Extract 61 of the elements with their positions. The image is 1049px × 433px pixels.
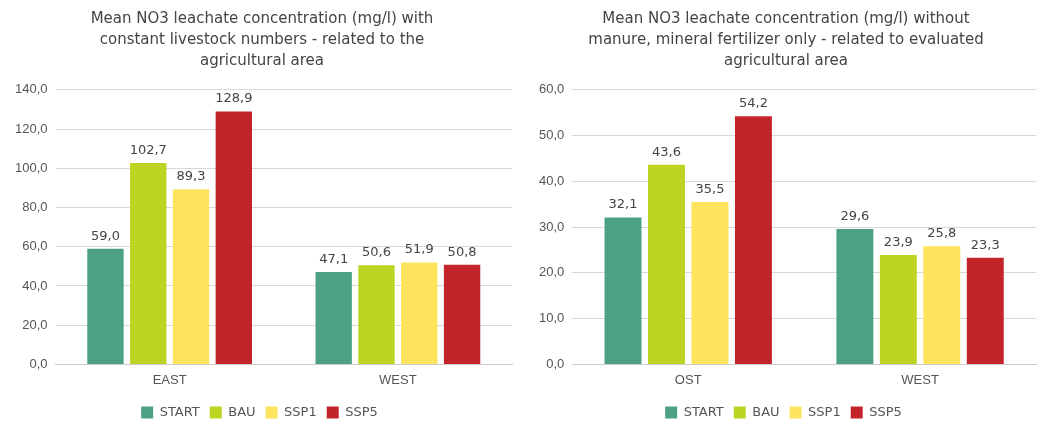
bar [315, 272, 352, 364]
legend-label: SSP5 [345, 403, 378, 419]
bar [87, 248, 124, 364]
y-tick-label: 60,0 [22, 238, 48, 254]
y-tick-label: 0,0 [29, 355, 48, 371]
bar [734, 116, 772, 364]
data-label: 51,9 [404, 241, 434, 257]
data-label: 89,3 [176, 168, 206, 184]
y-tick-label: 100,0 [14, 159, 48, 175]
y-tick-label: 40,0 [22, 277, 48, 293]
legend-label: START [683, 403, 724, 419]
bar [691, 201, 729, 364]
bar [648, 164, 685, 364]
bar [358, 265, 395, 364]
data-label: 50,8 [447, 243, 477, 259]
x-tick-label: WEST [379, 371, 417, 387]
bar [966, 257, 1004, 364]
data-label: 32,1 [608, 196, 638, 212]
legend-label: BAU [228, 403, 256, 419]
data-label: 23,9 [883, 233, 913, 249]
bar [172, 189, 210, 364]
data-label: 54,2 [738, 95, 768, 111]
y-tick-label: 140,0 [14, 81, 48, 97]
bar [130, 162, 167, 364]
data-label: 29,6 [840, 207, 870, 223]
bar [401, 262, 438, 364]
legend-label: START [159, 403, 200, 419]
data-label: 43,6 [652, 143, 681, 159]
chart-title: Mean NO3 leachate concentration (mg/l) with constant livestock numbers - related to the agricultural area [89, 8, 435, 71]
legend-label: SSP1 [284, 403, 317, 419]
y-tick-label: 20,0 [538, 264, 565, 280]
y-tick-label: 30,0 [538, 218, 565, 234]
y-tick-label: 120,0 [14, 120, 48, 136]
bar [879, 255, 917, 364]
y-tick-label: 60,0 [538, 81, 565, 97]
data-label: 47,1 [319, 250, 349, 266]
data-label: 128,9 [215, 90, 253, 106]
y-tick-label: 40,0 [538, 172, 565, 188]
data-label: 102,7 [129, 141, 167, 157]
y-tick-label: 20,0 [22, 316, 48, 332]
bar [604, 217, 642, 364]
y-tick-label: 50,0 [538, 127, 565, 143]
x-tick-label: EAST [152, 371, 187, 387]
data-label: 25,8 [927, 225, 957, 241]
data-label: 50,6 [362, 244, 391, 260]
x-tick-label: WEST [901, 371, 939, 387]
data-label: 35,5 [695, 180, 725, 196]
legend-label: SSP1 [808, 403, 841, 419]
legend-label: BAU [752, 403, 780, 419]
y-tick-label: 80,0 [22, 199, 48, 215]
bar [443, 264, 481, 364]
y-tick-label: 10,0 [538, 310, 565, 326]
data-label: 23,3 [970, 236, 1000, 252]
bar [215, 111, 253, 364]
y-tick-label: 0,0 [546, 355, 565, 371]
chart-title: Mean NO3 leachate concentration (mg/l) without manure, mineral fertilizer only - related to evaluated agricultural area [587, 8, 985, 71]
data-label: 59,0 [90, 227, 120, 243]
x-tick-label: OST [674, 371, 702, 387]
bar [923, 246, 961, 364]
bar [836, 228, 874, 364]
legend-label: SSP5 [869, 403, 902, 419]
